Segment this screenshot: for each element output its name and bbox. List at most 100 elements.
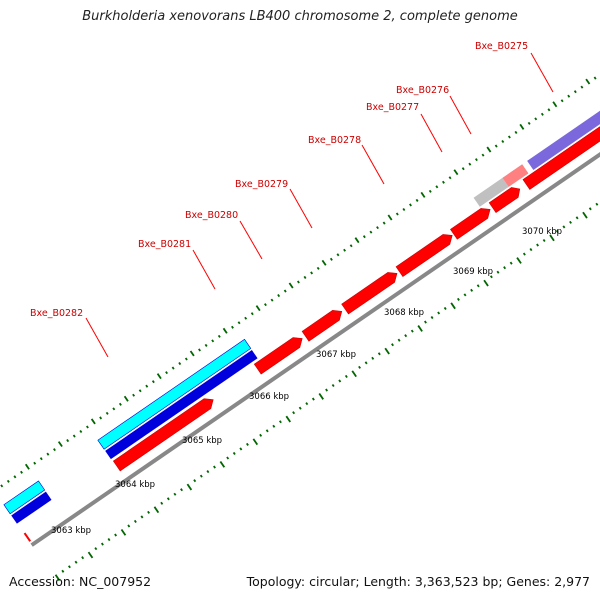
- tick-mark: [303, 275, 307, 279]
- tick-mark: [424, 320, 427, 324]
- tick-mark: [112, 407, 116, 411]
- tick-mark: [371, 356, 375, 360]
- tick-mark: [244, 316, 248, 320]
- tick-mark: [250, 312, 254, 316]
- tick-mark: [448, 176, 452, 180]
- tick-mark: [277, 294, 281, 298]
- inner-tick-track: [0, 76, 597, 488]
- tick-mark: [343, 248, 347, 252]
- pink-feature: [502, 164, 529, 187]
- tick-mark: [336, 253, 340, 257]
- tick-mark: [442, 180, 445, 184]
- tick-mark: [94, 547, 98, 551]
- tick-mark: [285, 415, 292, 423]
- tick-mark: [211, 339, 215, 343]
- gene-label-layer: Bxe_B0275 Bxe_B0276 Bxe_B0277 Bxe_B0278 …: [30, 41, 554, 358]
- tick-mark: [573, 90, 577, 94]
- cds-feature: [488, 187, 521, 214]
- cds-feature: [253, 337, 303, 375]
- tick-mark: [239, 447, 243, 451]
- tick-mark: [476, 284, 480, 288]
- tick-mark: [120, 528, 127, 536]
- tick-mark: [6, 479, 10, 483]
- tick-mark: [481, 153, 485, 157]
- tick-mark: [463, 293, 467, 297]
- tick-mark: [189, 350, 195, 357]
- tick-mark: [118, 402, 122, 406]
- tick-mark: [410, 329, 414, 333]
- tick-mark: [435, 185, 439, 189]
- tick-mark: [217, 334, 221, 338]
- tick-mark: [430, 315, 434, 320]
- tick-mark: [486, 146, 492, 153]
- tick-mark: [542, 238, 546, 243]
- gene-label-leader: [239, 220, 263, 260]
- tick-mark: [369, 230, 373, 234]
- tick-mark: [534, 117, 538, 121]
- tick-mark: [321, 259, 327, 266]
- tick-mark: [349, 244, 353, 248]
- gene-label-leader: [361, 144, 385, 185]
- tick-mark: [213, 465, 216, 469]
- tick-mark: [470, 288, 474, 292]
- scale-label: 3063 kbp: [51, 526, 91, 536]
- gene-label-leader: [530, 52, 554, 93]
- scale-label: 3064 kbp: [115, 480, 155, 490]
- tick-mark: [54, 574, 61, 582]
- cds-feature: [522, 95, 600, 190]
- scale-label: 3066 kbp: [249, 392, 289, 402]
- tick-mark: [140, 515, 144, 519]
- tick-mark: [527, 121, 531, 125]
- tick-mark: [13, 475, 17, 479]
- tick-mark: [198, 348, 201, 352]
- gene-label: Bxe_B0280: [185, 210, 238, 221]
- tick-mark: [79, 429, 83, 434]
- tick-mark: [575, 216, 579, 220]
- tick-mark: [127, 524, 131, 528]
- tick-mark: [310, 271, 314, 275]
- tick-mark: [165, 371, 169, 375]
- scale-label: 3067 kbp: [316, 350, 356, 360]
- cog-feature: [11, 491, 52, 524]
- gene-label: Bxe_B0281: [138, 239, 191, 250]
- tick-mark: [298, 406, 302, 410]
- map-title: Burkholderia xenovorans LB400 chromosome…: [82, 9, 518, 24]
- tick-mark: [171, 366, 175, 370]
- tick-mark: [222, 327, 228, 334]
- gene-label: Bxe_B0275: [475, 41, 528, 52]
- tick-mark: [186, 483, 193, 491]
- tick-mark: [20, 470, 23, 474]
- tick-mark: [377, 352, 381, 356]
- tick-mark: [283, 289, 287, 293]
- tick-mark: [231, 325, 234, 329]
- tick-mark: [206, 470, 210, 474]
- tick-mark: [246, 442, 249, 446]
- tick-mark: [67, 565, 71, 569]
- tick-mark: [153, 506, 160, 514]
- tick-mark: [519, 123, 525, 130]
- tick-mark: [173, 492, 177, 496]
- tick-mark: [402, 207, 406, 212]
- tick-mark: [536, 243, 539, 247]
- cds-feature: [395, 234, 453, 278]
- tick-mark: [166, 497, 170, 501]
- tick-mark: [555, 229, 559, 233]
- tick-mark: [0, 484, 4, 488]
- purple-feature: [527, 81, 600, 170]
- tick-mark: [428, 189, 432, 193]
- scale-label-layer: 3063 kbp 3064 kbp 3065 kbp 3066 kbp 3067…: [51, 227, 562, 536]
- gene-label: Bxe_B0278: [308, 135, 361, 146]
- tick-mark: [90, 418, 96, 425]
- tick-mark: [107, 538, 111, 542]
- tick-mark: [156, 373, 162, 380]
- gene-label: Bxe_B0276: [396, 85, 449, 96]
- tick-mark: [81, 556, 85, 560]
- tick-mark: [325, 388, 329, 392]
- genome-backbone: [30, 135, 600, 547]
- tick-mark: [204, 343, 208, 347]
- tick-mark: [265, 429, 269, 433]
- scale-tick-track: [54, 202, 599, 582]
- tick-mark: [580, 85, 584, 89]
- grey-feature: [473, 177, 509, 207]
- tick-mark: [316, 266, 320, 270]
